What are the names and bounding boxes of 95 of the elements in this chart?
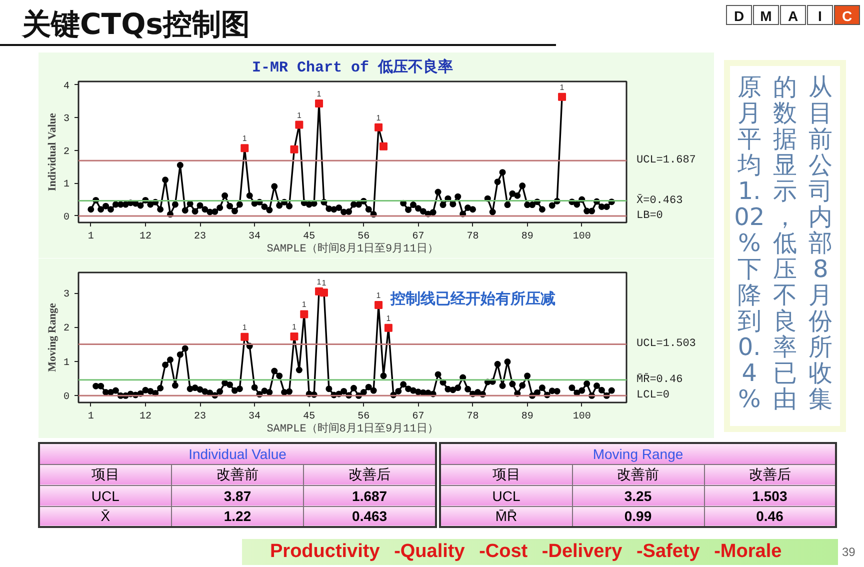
tile: I <box>807 5 833 25</box>
x-tick-label: 45 <box>303 412 316 422</box>
point <box>384 324 392 332</box>
point <box>315 99 324 108</box>
point <box>240 332 249 341</box>
point <box>320 288 328 297</box>
y-tick-label: 2 <box>64 324 70 335</box>
y-tick-label: 0 <box>64 212 70 224</box>
y-tick-label: 0 <box>64 392 70 404</box>
x-tick-label: 45 <box>303 232 316 242</box>
x-tick-label: 34 <box>248 232 261 242</box>
x-tick-label: 12 <box>139 412 152 422</box>
y-tick-label: 3 <box>64 114 70 126</box>
cell: 项目 <box>440 464 572 485</box>
cell: 改善前 <box>572 464 704 485</box>
y-tick-label: 2 <box>64 146 70 158</box>
cell: X̄ <box>39 506 172 527</box>
point <box>290 145 298 154</box>
ref-line-label: X̄=0.463 <box>636 194 683 207</box>
y-tick-label: 4 <box>64 81 70 92</box>
x-tick-label: 89 <box>521 412 534 422</box>
annotation: 1 <box>316 277 322 286</box>
cell: 0.463 <box>304 506 436 527</box>
x-tick-label: 1 <box>88 232 94 242</box>
annotation: 1 <box>242 322 248 332</box>
point <box>295 120 304 129</box>
x-tick-label: 23 <box>194 412 206 422</box>
tile: M <box>753 5 779 25</box>
cell: Moving Range <box>440 443 836 464</box>
annotation: 1 <box>316 89 322 98</box>
point <box>240 144 249 152</box>
tile: A <box>780 5 806 25</box>
cell: 项目 <box>39 464 172 485</box>
cell: UCL <box>39 485 172 506</box>
text: 从目前公司内部8月份所收集的数据显示，低压不良率已由原月平均1.02%下降到0.4% <box>734 73 833 413</box>
annotation: 1 <box>302 300 307 310</box>
ref-line-label: LB=0 <box>636 210 663 222</box>
x-axis-title: SAMPLE（时间8月1日至9月11日） <box>266 242 438 256</box>
text: Productivity -Quality -Cost -Delivery -Safety -Morale <box>242 539 838 565</box>
x-tick-label: 67 <box>412 232 424 242</box>
x-tick-label: 78 <box>466 412 479 422</box>
cell: 改善后 <box>704 464 836 485</box>
annotation: 1 <box>376 291 382 300</box>
annotation: 1 <box>292 322 298 332</box>
x-tick-label: 12 <box>139 232 152 242</box>
chart-title: I-MR Chart of 低压不良率 <box>252 58 454 76</box>
annotation: 1 <box>386 314 392 323</box>
annotation: 控制线已经开始有所压减 <box>390 290 556 308</box>
x-tick-label: 67 <box>412 412 424 422</box>
cell: Individual Value <box>39 443 436 464</box>
tile: D <box>726 5 752 25</box>
y-tick-label: 3 <box>64 290 70 301</box>
text: 关键CTQs控制图 <box>0 6 556 46</box>
ref-line-label: UCL=1.503 <box>636 338 696 350</box>
cell: 0.99 <box>572 506 704 527</box>
x-tick-label: 23 <box>194 232 206 242</box>
cell: 3.87 <box>171 485 304 506</box>
cell: 3.25 <box>572 485 704 506</box>
point <box>379 142 388 150</box>
annotation: 1 <box>560 82 565 92</box>
x-tick-label: 100 <box>572 232 591 242</box>
cell: 1.687 <box>304 485 436 506</box>
x-tick-label: 56 <box>358 232 370 242</box>
ref-line-label: UCL=1.687 <box>636 154 696 167</box>
annotation: 1 <box>296 110 302 120</box>
x-tick-label: 100 <box>572 412 591 422</box>
x-tick-label: 34 <box>248 412 261 422</box>
annotation: 1 <box>376 113 382 122</box>
annotation: 1 <box>322 278 327 288</box>
y-tick-label: 1 <box>64 180 70 191</box>
text: 39 <box>842 545 856 559</box>
x-tick-label: 89 <box>521 232 534 242</box>
cell: UCL <box>440 485 572 506</box>
cell: 改善前 <box>171 464 304 485</box>
x-axis-title: SAMPLE（时间8月1日至9月11日） <box>266 422 438 436</box>
x-tick-label: 78 <box>466 232 479 242</box>
cell: M̄R̄ <box>440 506 572 527</box>
cell: 0.46 <box>704 506 836 527</box>
annotation: 1 <box>242 134 248 144</box>
point <box>300 310 308 318</box>
y-tick-label: 1 <box>64 358 70 369</box>
cell: 改善后 <box>304 464 436 485</box>
point <box>374 123 383 132</box>
x-tick-label: 56 <box>358 412 370 422</box>
y-axis-title: Moving Range <box>46 303 58 372</box>
point <box>558 92 566 101</box>
point <box>290 332 298 340</box>
ref-line-label: M̄R̄=0.46 <box>636 372 683 386</box>
y-axis-title: Individual Value <box>46 113 58 192</box>
cell: 1.503 <box>704 485 836 506</box>
x-tick-label: 1 <box>88 412 94 422</box>
tile: C <box>834 5 860 25</box>
ref-line-label: LCL=0 <box>636 390 670 402</box>
cell: 1.22 <box>171 506 304 527</box>
point <box>374 301 383 309</box>
